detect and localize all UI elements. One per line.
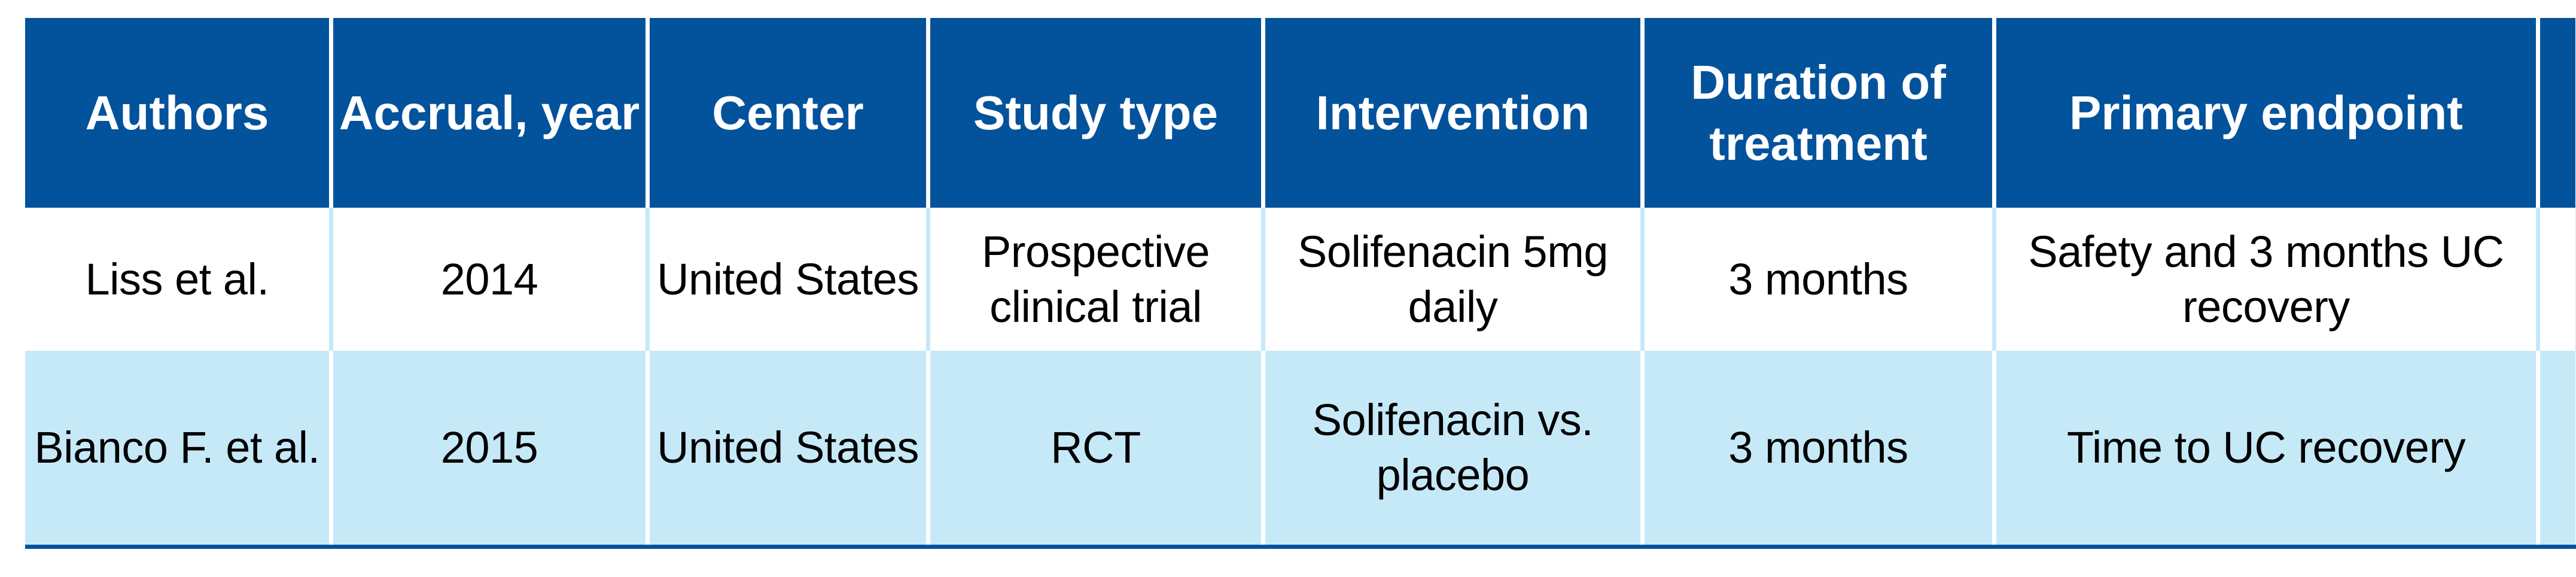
cell-accrual-year: 2014	[333, 208, 645, 351]
cell-cutoff	[2540, 208, 2575, 351]
cell-authors: Bianco F. et al.	[25, 351, 329, 545]
cell-study-type: RCT	[930, 351, 1261, 545]
cell-primary-endpoint: Time to UC recovery	[1996, 351, 2536, 545]
header-cell-study-type: Study type	[930, 18, 1261, 208]
table-row-bianco: Bianco F. et al. 2015 United States RCT …	[25, 351, 2576, 545]
cell-study-type: Prospective clinical trial	[930, 208, 1261, 351]
table-header-row: Authors Accrual, year Center Study type …	[25, 18, 2576, 208]
cell-duration: 3 months	[1645, 351, 1992, 545]
cell-cutoff	[2540, 351, 2575, 545]
cell-authors: Liss et al.	[25, 208, 329, 351]
header-cell-primary-endpoint: Primary endpoint	[1996, 18, 2536, 208]
header-cell-center: Center	[650, 18, 926, 208]
header-cell-accrual-year: Accrual, year	[333, 18, 645, 208]
header-cell-cutoff	[2540, 18, 2575, 208]
cell-intervention: Solifenacin 5mg daily	[1265, 208, 1640, 351]
table-row-liss: Liss et al. 2014 United States Prospecti…	[25, 208, 2576, 351]
header-cell-authors: Authors	[25, 18, 329, 208]
cell-primary-endpoint: Safety and 3 months UC recovery	[1996, 208, 2536, 351]
cell-duration: 3 months	[1645, 208, 1992, 351]
table-bottom-rule	[25, 545, 2576, 549]
studies-table: Authors Accrual, year Center Study type …	[25, 18, 2576, 549]
cell-intervention: Solifenacin vs. placebo	[1265, 351, 1640, 545]
header-cell-intervention: Intervention	[1265, 18, 1640, 208]
cell-center: United States	[650, 351, 926, 545]
cell-center: United States	[650, 208, 926, 351]
header-cell-duration: Duration of treatment	[1645, 18, 1992, 208]
cell-accrual-year: 2015	[333, 351, 645, 545]
